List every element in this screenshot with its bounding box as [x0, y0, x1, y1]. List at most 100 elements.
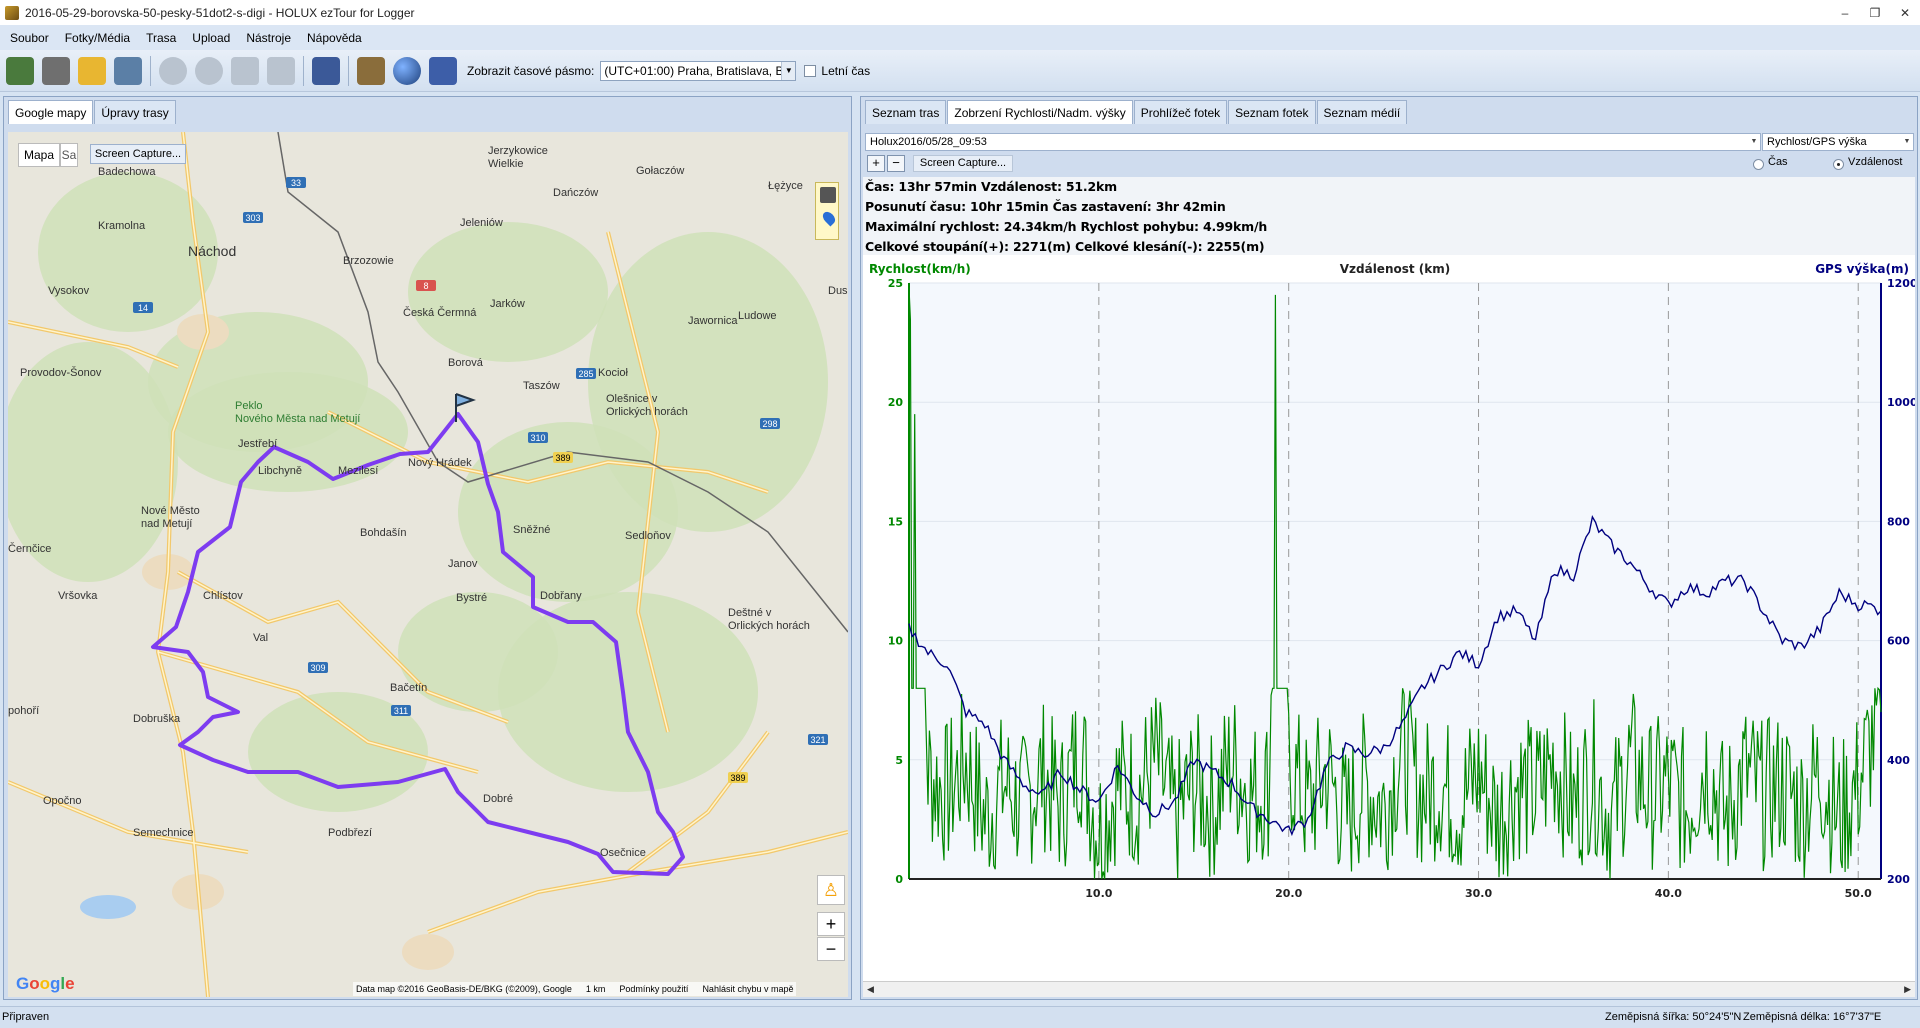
map-place-label: Černčice — [8, 542, 51, 555]
y-left-tick-label: 10 — [888, 635, 904, 648]
chart-canvas[interactable]: Rychlost(km/h) Vzdálenost (km) GPS výška(m… — [863, 255, 1915, 981]
street-view-pegman-icon[interactable]: ♙ — [817, 875, 845, 905]
flickr-button[interactable] — [227, 53, 263, 89]
y-left-tick-label: 5 — [895, 754, 903, 767]
map-canvas[interactable]: JerzykowiceWielkieStareBadechowaGołaczów… — [8, 132, 848, 997]
menu-soubor[interactable]: Soubor — [10, 30, 49, 45]
tab-photo-list[interactable]: Seznam fotek — [1228, 100, 1316, 124]
kmz-export-button[interactable] — [425, 53, 461, 89]
menu-nastroje[interactable]: Nástroje — [246, 30, 292, 45]
speed-altitude-chart[interactable]: Rychlost(km/h) Vzdálenost (km) GPS výška(m… — [863, 255, 1915, 997]
tab-track-list[interactable]: Seznam tras — [865, 100, 947, 124]
map-zoom-in-button[interactable]: + — [817, 912, 845, 936]
stat-elevation: Celkové stoupání(+): 2271(m) Celkové kle… — [865, 239, 1265, 254]
google-earth-icon — [393, 56, 421, 85]
chevron-down-icon[interactable]: ▼ — [1750, 138, 1758, 145]
tab-track-edit[interactable]: Úpravy trasy — [94, 100, 176, 124]
gps-logger-button[interactable] — [2, 53, 38, 89]
chart-zoom-out-button[interactable]: − — [887, 155, 905, 172]
dst-checkbox[interactable] — [804, 64, 817, 77]
photos-button[interactable] — [110, 53, 146, 89]
scroll-right-icon[interactable]: ▶ — [1904, 984, 1911, 994]
minimize-button[interactable]: – — [1841, 5, 1849, 20]
chart-zoom-in-button[interactable]: + — [867, 155, 885, 172]
chart-horizontal-scrollbar[interactable]: ◀ ▶ — [863, 981, 1915, 997]
timezone-select[interactable]: (UTC+01:00) Praha, Bratislava, Budapešť … — [600, 60, 797, 81]
notebook-icon — [357, 56, 385, 85]
x-tick-label: 20.0 — [1275, 887, 1302, 900]
radio-time-label: Čas — [1768, 156, 1788, 168]
compass-icon — [159, 56, 187, 85]
map-place-label: Kramolna — [98, 220, 146, 232]
map-terms-link[interactable]: Podmínky použití — [619, 984, 689, 994]
map-type-satellite-button[interactable]: Sa — [60, 143, 78, 167]
y-right-tick-label: 400 — [1887, 754, 1910, 767]
radio-time[interactable] — [1753, 159, 1764, 170]
track-select-value: Holux2016/05/28_09:53 — [870, 136, 987, 148]
facebook-button[interactable] — [308, 53, 344, 89]
road-number-shield — [528, 432, 548, 443]
y-left-axis-label: Rychlost(km/h) — [869, 262, 971, 276]
locr-button[interactable] — [263, 53, 299, 89]
pin-icon[interactable] — [820, 209, 838, 227]
chart-panel: Seznam tras Zobrzení Rychlosti/Nadm. výš… — [860, 96, 1918, 1000]
tab-google-maps[interactable]: Google mapy — [8, 100, 94, 124]
map-place-label: Dus — [828, 285, 848, 297]
map-type-map-button[interactable]: Mapa — [18, 143, 60, 167]
map-place-label: Semechnice — [133, 827, 194, 839]
menu-fotky-media[interactable]: Fotky/Média — [64, 30, 131, 45]
menu-napoveda[interactable]: Nápověda — [307, 30, 362, 45]
map-place-label: Bystré — [456, 592, 487, 604]
map-place-label: Dańczów — [553, 187, 598, 199]
map-place-label: Chlístov — [203, 590, 243, 602]
map-place-label: Vršovka — [58, 590, 98, 602]
facebook-icon — [312, 56, 340, 85]
tab-speed-altitude[interactable]: Zobrzení Rychlosti/Nadm. výšky — [947, 100, 1133, 124]
chevron-down-icon[interactable]: ▼ — [1903, 138, 1911, 145]
map-place-label: Bačetín — [390, 682, 427, 694]
track-stats: Čas: 13hr 57min Vzdálenost: 51.2km Posun… — [863, 177, 1915, 255]
menu-upload[interactable]: Upload — [192, 30, 231, 45]
map-scale: 1 km — [585, 984, 606, 994]
stat-time-shift: Posunutí času: 10hr 15min Čas zastavení:… — [865, 199, 1226, 214]
map-place-label-sub: nad Metují — [141, 518, 192, 530]
google-earth-button[interactable] — [389, 53, 425, 89]
map-place-label-sub: Nového Města nad Metují — [235, 413, 360, 425]
tab-photo-viewer[interactable]: Prohlížeč fotek — [1133, 100, 1228, 124]
map-place-label: Dobřany — [540, 590, 582, 602]
forest-area — [588, 232, 828, 532]
y-right-axis-label: GPS výška(m) — [1815, 262, 1909, 276]
road-number-shield — [728, 772, 748, 783]
chart-screen-capture-button[interactable]: Screen Capture... — [913, 155, 1013, 172]
road-center — [157, 132, 209, 997]
y-right-tick-label: 1200 — [1887, 277, 1915, 290]
open-folder-button[interactable] — [74, 53, 110, 89]
tab-media-list[interactable]: Seznam médií — [1316, 100, 1408, 124]
toolbar-separator — [150, 55, 151, 86]
map-tools-panel — [815, 182, 839, 240]
map-place-label-sub: Orlických horách — [728, 620, 810, 632]
close-button[interactable]: ✕ — [1899, 5, 1911, 20]
google-map[interactable]: JerzykowiceWielkieStareBadechowaGołaczów… — [8, 132, 848, 997]
radio-distance[interactable] — [1833, 159, 1844, 170]
map-place-label: Brzozowie — [343, 255, 394, 267]
map-place-label: Łężyce — [768, 180, 803, 192]
track-select[interactable]: Holux2016/05/28_09:53 ▼ — [865, 133, 1761, 151]
menu-trasa[interactable]: Trasa — [146, 30, 177, 45]
map-screen-capture-button[interactable]: Screen Capture... — [90, 144, 186, 164]
road-number-label: 389 — [555, 453, 570, 463]
camera-button[interactable] — [191, 53, 227, 89]
chart-mode-select[interactable]: Rychlost/GPS výška ▼ — [1762, 133, 1914, 151]
clapper-icon[interactable] — [820, 187, 836, 203]
map-place-label: Val — [253, 632, 268, 644]
scroll-left-icon[interactable]: ◀ — [867, 984, 874, 994]
window-title: 2016-05-29-borovska-50-pesky-51dot2-s-di… — [25, 5, 415, 20]
chevron-down-icon[interactable]: ▼ — [781, 61, 796, 80]
notebook-button[interactable] — [353, 53, 389, 89]
road-center — [627, 731, 769, 873]
compass-button[interactable] — [155, 53, 191, 89]
usb-device-button[interactable] — [38, 53, 74, 89]
restore-button[interactable]: ❐ — [1869, 5, 1881, 20]
map-zoom-out-button[interactable]: − — [817, 937, 845, 961]
map-report-link[interactable]: Nahlásit chybu v mapě — [702, 984, 794, 994]
